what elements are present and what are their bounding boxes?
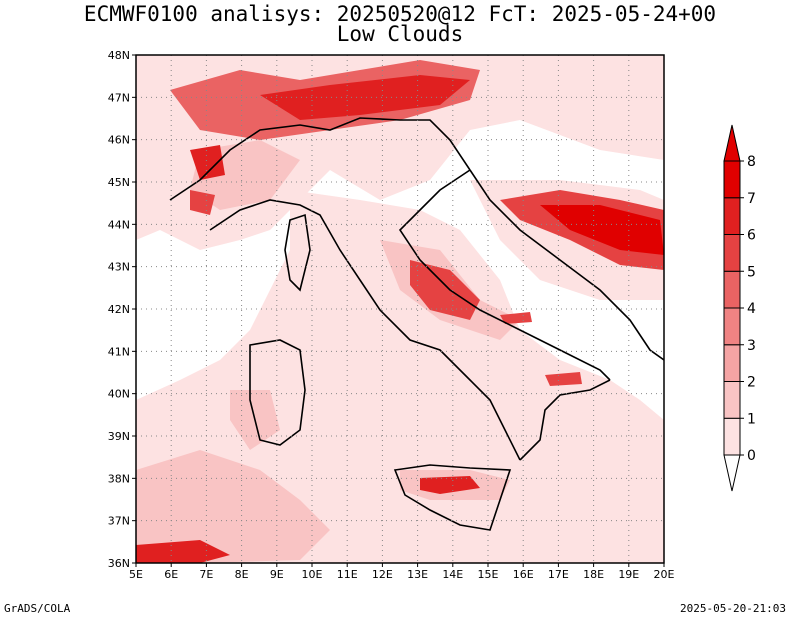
colorbar-label: 2 — [747, 375, 756, 391]
lon-tick-label: 11E — [337, 568, 358, 581]
colorbar-box — [723, 197, 741, 235]
lon-tick-label: 16E — [513, 568, 534, 581]
lon-tick-label: 17E — [548, 568, 569, 581]
longitude-axis: 5E 6E 7E 8E 9E 10E 11E 12E 13E 14E 15E 16E 17E 18E 19E… — [129, 563, 675, 581]
lon-tick-label: 13E — [407, 568, 428, 581]
lat-tick-label: 44N — [108, 218, 130, 231]
colorbar-arrow-low — [723, 454, 741, 492]
lon-tick-label: 5E — [129, 568, 143, 581]
lat-tick-label: 38N — [108, 472, 130, 485]
colorbar-box — [723, 160, 741, 199]
lat-tick-label: 40N — [108, 388, 130, 401]
colorbar-label: 5 — [747, 264, 756, 280]
lon-tick-label: 6E — [164, 568, 178, 581]
colorbar-label: 6 — [747, 228, 756, 244]
colorbar-box — [723, 381, 741, 419]
lon-tick-label: 7E — [199, 568, 213, 581]
cloud-shading — [136, 55, 664, 563]
lat-tick-label: 45N — [108, 176, 130, 189]
lat-tick-label: 48N — [108, 49, 130, 62]
lat-tick-label: 41N — [108, 345, 130, 358]
graticule — [136, 55, 664, 563]
lon-tick-label: 20E — [654, 568, 675, 581]
lat-tick-label: 46N — [108, 134, 130, 147]
timestamp: 2025-05-20-21:03 — [680, 602, 786, 615]
lon-tick-label: 15E — [478, 568, 499, 581]
lon-tick-label: 14E — [442, 568, 463, 581]
lat-tick-label: 39N — [108, 430, 130, 443]
lon-tick-label: 10E — [302, 568, 323, 581]
lon-tick-label: 8E — [235, 568, 249, 581]
latitude-axis: 36N 37N 38N 39N 40N 41N 42N 43N 44N 45N 46N 47N 48N — [108, 49, 136, 570]
colorbar: 0 1 2 3 4 5 6 7 8 — [723, 124, 756, 492]
colorbar-box — [723, 307, 741, 346]
lat-tick-label: 36N — [108, 557, 130, 570]
colorbar-box — [723, 417, 741, 456]
lat-tick-label: 37N — [108, 515, 130, 528]
colorbar-arrow-high — [723, 124, 741, 162]
colorbar-label: 3 — [747, 338, 756, 354]
coastlines — [169, 117, 664, 531]
lat-tick-label: 47N — [108, 91, 130, 104]
colorbar-box — [723, 234, 741, 272]
lat-tick-label: 43N — [108, 261, 130, 274]
lon-tick-label: 9E — [270, 568, 284, 581]
colorbar-label: 1 — [747, 411, 756, 427]
map-title: ECMWF0100 analisys: 20250520@12 FcT: 202… — [83, 2, 717, 26]
map-subtitle: Low Clouds — [336, 22, 464, 46]
colorbar-box — [723, 344, 741, 382]
lon-tick-label: 12E — [372, 568, 393, 581]
colorbar-label: 7 — [747, 191, 756, 207]
lat-tick-label: 42N — [108, 303, 130, 316]
lon-tick-label: 19E — [618, 568, 639, 581]
lon-tick-label: 18E — [583, 568, 604, 581]
colorbar-label: 8 — [747, 154, 756, 170]
software-credit: GrADS/COLA — [4, 602, 71, 615]
colorbar-label: 0 — [747, 448, 756, 464]
colorbar-label: 4 — [747, 301, 756, 317]
colorbar-box — [723, 270, 741, 309]
